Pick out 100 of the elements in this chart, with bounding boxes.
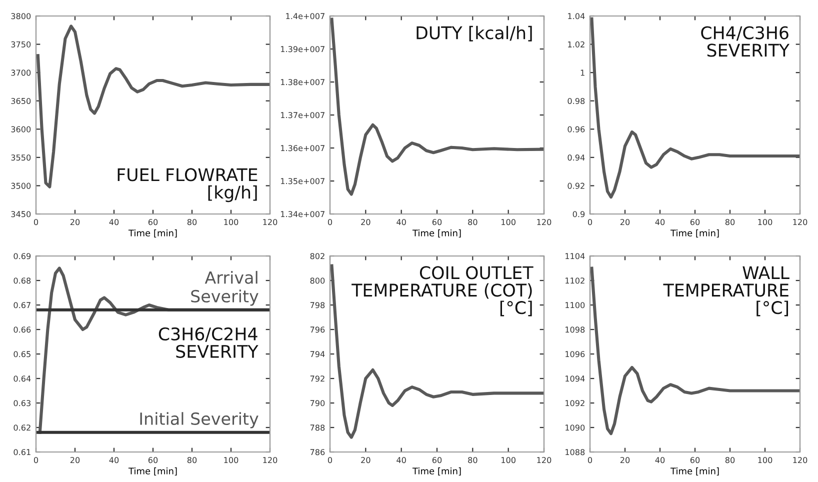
x-tick-label: 80 [725,219,735,226]
y-tick-label: 1096 [566,351,585,358]
x-tick-label: 0 [328,219,332,226]
y-tick-label: 1092 [566,400,584,406]
x-axis-title: Time [min] [670,467,719,476]
line-series [330,18,544,196]
x-tick-label: 120 [793,457,808,464]
y-tick-label: 1.39e+007 [281,46,324,52]
x-tick-label: 0 [328,457,332,464]
y-tick-label: 1.04 [568,13,585,20]
y-tick-label: 3550 [11,154,31,161]
x-tick-label: 60 [432,457,442,464]
x-tick-label: 0 [34,219,38,226]
y-tick-label: 786 [310,449,325,456]
text: WALL TEMPERATURE [°C] [663,266,790,316]
y-tick-label: 3500 [11,182,31,189]
y-tick-label: 1102 [566,278,584,284]
x-tick-label: 40 [109,219,119,226]
y-tick-label: 0.9 [572,211,585,218]
y-tick-label: 0.62 [14,424,30,431]
x-tick-label: 100 [502,457,516,464]
y-tick-label: 1.02 [568,41,584,48]
x-tick-label: 80 [725,457,735,464]
x-tick-label: 100 [502,219,516,226]
x-tick-label: 20 [361,219,370,226]
y-tick-label: 792 [310,376,324,382]
text: DUTY [kcal/h] [416,26,532,42]
y-tick-label: 802 [310,253,324,260]
x-tick-label: 80 [468,457,478,464]
y-tick-label: 0.63 [14,400,30,406]
x-tick-label: 40 [396,219,406,226]
y-tick-label: 0.67 [14,302,30,308]
x-tick-label: 100 [224,457,238,464]
y-tick-label: 0.69 [14,253,31,260]
x-tick-label: 20 [620,457,630,464]
x-tick-label: 20 [361,457,370,464]
x-tick-label: 120 [537,219,552,226]
x-tick-label: 80 [187,219,197,226]
y-tick-label: 798 [310,302,325,308]
x-tick-label: 60 [148,219,158,226]
y-tick-label: 3700 [11,70,31,76]
y-tick-label: 1.36e+007 [281,145,324,152]
y-tick-label: 0.92 [568,182,584,189]
y-tick-label: 0.68 [14,278,31,284]
y-tick-label: 0.65 [14,351,30,358]
x-tick-label: 60 [690,457,700,464]
x-tick-label: 100 [758,219,772,226]
x-tick-label: 40 [396,457,406,464]
y-tick-label: 0.96 [568,126,585,132]
x-tick-label: 100 [758,457,772,464]
y-tick-label: 0.61 [14,449,30,456]
x-tick-label: 120 [263,457,278,464]
x-tick-label: 20 [70,219,80,226]
x-tick-label: 60 [148,457,158,464]
text: FUEL FLOWRATE [kg/h] [118,168,258,202]
y-tick-label: 796 [310,326,325,333]
x-tick-label: 120 [537,457,552,464]
y-tick-label: 1098 [566,326,585,333]
y-tick-label: 794 [310,351,325,358]
x-tick-label: 40 [655,457,665,464]
x-axis-title: Time [min] [670,229,719,238]
line-series [330,264,544,439]
y-tick-label: 1.35e+007 [281,178,324,184]
y-tick-label: 0.66 [14,326,31,333]
y-tick-label: 0.94 [568,154,585,161]
x-tick-label: 60 [432,219,442,226]
y-tick-label: 788 [310,424,325,431]
x-tick-label: 0 [588,219,592,226]
y-tick-label: 800 [310,278,325,284]
x-axis-title: Time [min] [128,229,177,238]
text: COIL OUTLET TEMPERATURE (COT) [°C] [352,266,534,316]
y-tick-label: 1.4e+007 [286,13,324,20]
y-tick-label: 0.64 [14,376,31,382]
text: CH4/C3H6 SEVERITY [701,26,790,57]
y-tick-label: 1090 [566,424,585,431]
y-tick-label: 3650 [11,98,31,104]
x-tick-label: 20 [620,219,630,226]
x-tick-label: 60 [690,219,700,226]
x-tick-label: 120 [263,219,278,226]
y-tick-label: 1.34e+007 [281,211,324,218]
y-tick-label: 1094 [566,376,585,382]
x-axis-title: Time [min] [412,467,461,476]
y-tick-label: 1.38e+007 [281,79,324,86]
y-tick-label: 3800 [11,13,31,20]
x-tick-label: 20 [70,457,80,464]
y-tick-label: 1104 [566,253,585,260]
y-tick-label: 1100 [566,302,585,308]
x-axis-title: Time [min] [412,229,461,238]
y-tick-label: 790 [310,400,325,406]
x-tick-label: 80 [468,219,478,226]
y-tick-label: 3450 [11,211,31,218]
ref-line-label: Initial Severity [140,412,258,428]
y-tick-label: 3600 [11,126,31,132]
text: C3H6/C2H4 SEVERITY [158,327,258,358]
x-tick-label: 80 [187,457,197,464]
y-tick-label: 3750 [11,41,31,48]
y-tick-label: 1.37e+007 [281,112,324,118]
legend-label: Arrival Severity [191,270,258,306]
y-tick-label: 1088 [566,449,585,456]
y-tick-label: 1 [580,70,584,76]
